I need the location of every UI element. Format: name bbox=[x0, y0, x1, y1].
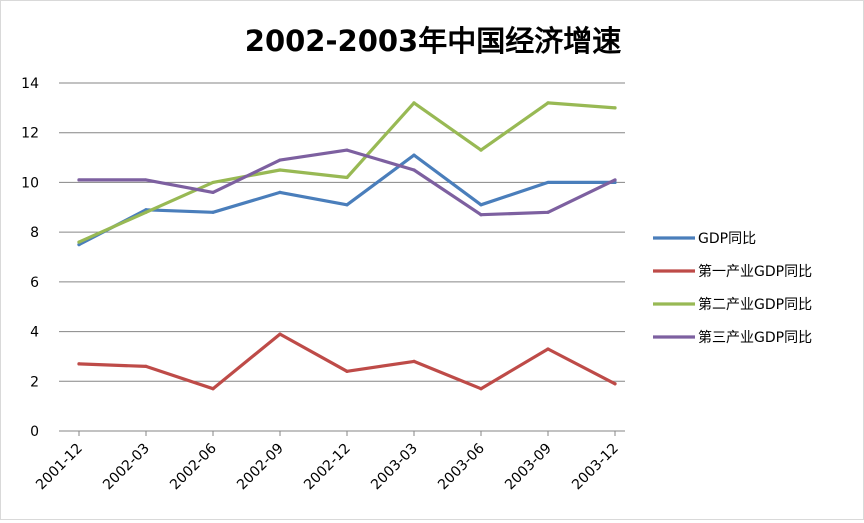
data-point bbox=[144, 210, 148, 214]
y-tick-label: 12 bbox=[21, 126, 39, 142]
x-tick-label: 2002-06 bbox=[167, 440, 220, 493]
data-point bbox=[77, 242, 81, 247]
x-tick-label: 2002-03 bbox=[100, 441, 153, 494]
legend-label: 第三产业GDP同比 bbox=[698, 329, 812, 346]
data-point bbox=[412, 101, 416, 105]
series-line bbox=[77, 153, 617, 247]
data-point bbox=[613, 178, 617, 182]
data-point bbox=[211, 190, 215, 194]
data-point bbox=[613, 382, 617, 386]
legend-label: 第二产业GDP同比 bbox=[698, 296, 812, 313]
series-1 bbox=[77, 153, 617, 247]
x-tick-label: 2002-12 bbox=[301, 441, 354, 494]
data-point bbox=[77, 178, 81, 182]
data-point bbox=[144, 364, 148, 368]
data-point bbox=[546, 180, 550, 185]
data-point bbox=[345, 203, 349, 207]
data-point bbox=[278, 190, 282, 194]
data-point bbox=[345, 148, 349, 152]
y-tick-label: 10 bbox=[21, 175, 39, 191]
data-point bbox=[278, 168, 282, 172]
legend-item: 第三产业GDP同比 bbox=[653, 329, 812, 346]
y-tick-label: 8 bbox=[30, 225, 39, 241]
data-point bbox=[77, 240, 81, 244]
data-point bbox=[345, 369, 349, 373]
data-point bbox=[345, 175, 349, 180]
data-point bbox=[479, 387, 483, 391]
x-axis: 2001-12 2002-03 2002-06 2002-09 2002-12 2003-… bbox=[33, 430, 625, 494]
chart-title: 2002-2003年中国经济增速 bbox=[245, 24, 621, 58]
data-point bbox=[412, 359, 416, 363]
y-tick-label: 4 bbox=[30, 325, 39, 341]
x-tick-label: 2001-12 bbox=[33, 441, 86, 494]
x-tick-label: 2003-06 bbox=[435, 440, 488, 493]
data-point bbox=[479, 148, 483, 152]
data-point bbox=[546, 347, 550, 351]
y-tick-label: 14 bbox=[21, 76, 39, 92]
x-tick-label: 2003-09 bbox=[502, 441, 555, 494]
data-point bbox=[546, 101, 550, 105]
legend-label: 第一产业GDP同比 bbox=[698, 263, 812, 280]
data-point bbox=[479, 213, 483, 217]
data-point bbox=[144, 178, 148, 182]
series-2 bbox=[77, 332, 617, 391]
series-line bbox=[77, 101, 617, 244]
data-point bbox=[613, 106, 617, 110]
data-point bbox=[546, 210, 550, 214]
gridlines bbox=[59, 82, 625, 432]
legend-item: 第二产业GDP同比 bbox=[653, 296, 812, 313]
series-line bbox=[77, 332, 617, 391]
series-4 bbox=[77, 148, 617, 217]
y-tick-label: 2 bbox=[30, 374, 39, 390]
legend-item: 第一产业GDP同比 bbox=[653, 263, 812, 280]
data-point bbox=[211, 210, 215, 214]
legend-label: GDP同比 bbox=[698, 231, 756, 247]
x-tick-label: 2002-09 bbox=[234, 441, 287, 494]
data-point bbox=[77, 362, 81, 366]
data-point bbox=[278, 158, 282, 162]
data-point bbox=[412, 153, 416, 157]
data-point bbox=[479, 203, 483, 207]
series-lines bbox=[77, 101, 617, 391]
data-point bbox=[278, 332, 282, 336]
x-tick-label: 2003-12 bbox=[569, 441, 622, 494]
x-tick-label: 2003-03 bbox=[368, 441, 421, 494]
data-point bbox=[211, 180, 215, 185]
y-tick-label: 6 bbox=[30, 275, 39, 291]
legend-item: GDP同比 bbox=[653, 231, 756, 247]
y-axis-tick-labels: 0 2 4 6 8 10 12 14 bbox=[21, 76, 39, 440]
y-tick-label: 0 bbox=[30, 424, 39, 440]
series-3 bbox=[77, 101, 617, 244]
data-point bbox=[412, 168, 416, 172]
data-point bbox=[211, 387, 215, 391]
